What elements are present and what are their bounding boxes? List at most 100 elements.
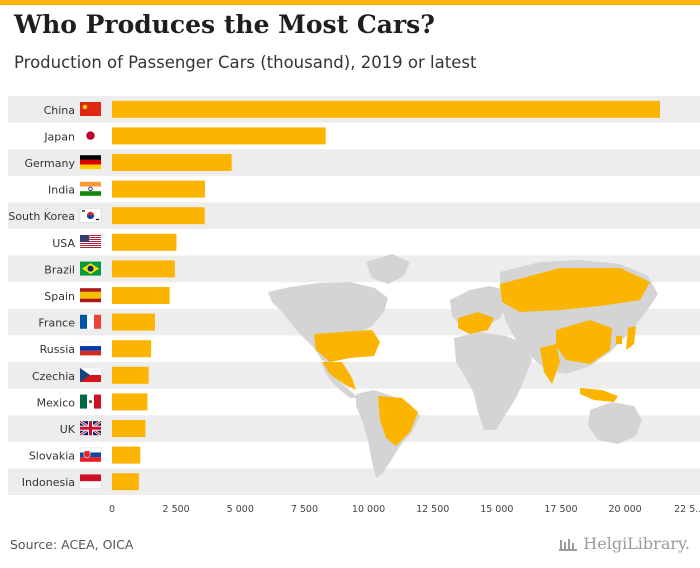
bar: [112, 180, 205, 198]
map-highlight-brazil: [378, 396, 418, 446]
x-tick-label: 5 000: [227, 504, 254, 515]
x-tick-label: 12 500: [416, 504, 449, 515]
bar: [112, 287, 170, 304]
flag-stripe: [80, 155, 101, 160]
flag-stripe: [80, 245, 101, 246]
flag-chakra: [88, 186, 93, 191]
flag-stripe: [80, 241, 101, 242]
flag-stripe: [79, 447, 102, 453]
flag-stripe: [94, 314, 101, 329]
flag-shield: [83, 450, 91, 459]
flag-stripe: [80, 291, 101, 299]
flag-disc: [86, 215, 95, 219]
flag-icons: [79, 102, 102, 489]
flag-stripe: [80, 346, 101, 351]
flag-stripe: [80, 159, 101, 165]
bar: [112, 260, 175, 278]
x-tick-label: 7 500: [291, 504, 318, 515]
bar: [112, 154, 232, 171]
category-label: USA: [52, 237, 75, 250]
flag-stripe: [80, 457, 101, 462]
map-australia: [588, 402, 642, 444]
category-label: China: [44, 104, 75, 117]
map-north-america: [268, 282, 388, 364]
flag-spain-icon: [80, 288, 101, 303]
bar: [112, 127, 326, 145]
category-label: Spain: [44, 290, 75, 303]
flag-japan-icon: [80, 128, 101, 143]
bar: [112, 366, 149, 384]
bar: [112, 393, 148, 411]
category-label: India: [48, 184, 75, 197]
bar: [112, 473, 139, 491]
bar: [112, 446, 141, 464]
x-tick-label: 22 5...: [674, 504, 700, 515]
chart-subtitle: Production of Passenger Cars (thousand),…: [14, 53, 477, 72]
category-label: Czechia: [32, 370, 75, 383]
producing-countries-highlight: [314, 268, 650, 446]
x-tick-label: 17 500: [544, 504, 577, 515]
flag-stripe: [80, 239, 101, 240]
category-label: South Korea: [8, 210, 75, 223]
flag-triangle: [80, 368, 90, 382]
flag-stripe: [80, 247, 101, 248]
x-tick-label: 0: [109, 504, 115, 515]
flag-stripe: [80, 350, 101, 356]
bar: [112, 100, 660, 118]
flag-cross: [80, 426, 101, 430]
flag-stripe: [80, 394, 87, 409]
flag-stripe: [79, 341, 102, 347]
bars-group: [112, 100, 660, 491]
category-label: Brazil: [44, 263, 75, 276]
flag-stripe: [80, 243, 101, 244]
bar-chart: China Japan Germany India South Korea USA Braz…: [8, 96, 700, 515]
bar: [112, 340, 152, 358]
category-label: Mexico: [37, 396, 76, 409]
flag-germany-icon: [80, 155, 101, 170]
map-highlight-indonesia: [580, 388, 618, 402]
flag-field: [80, 102, 101, 116]
x-tick-label: 2 500: [163, 504, 190, 515]
row-band: [8, 149, 700, 176]
map-highlight-japan: [626, 326, 636, 350]
flag-globe: [87, 265, 94, 272]
chart-title: Who Produces the Most Cars?: [14, 10, 435, 39]
category-label: Japan: [43, 130, 75, 143]
flag-emblem: [88, 400, 93, 404]
bar: [112, 233, 177, 251]
flag-uk-icon: [79, 420, 102, 437]
flag-stripe: [80, 181, 101, 187]
brand-logo: HelgiLibrary.: [558, 534, 690, 553]
flag-usa-icon: [80, 235, 101, 249]
flag-stripe: [80, 314, 87, 329]
source-note: Source: ACEA, OICA: [10, 537, 134, 552]
library-logo-icon: [559, 538, 578, 551]
flag-stripe: [79, 481, 102, 489]
category-label: Slovakia: [29, 450, 75, 463]
x-axis-ticks: 0 2 500 5 000 7 500 10 000 12 500 15 000 17 500…: [109, 504, 700, 515]
flag-slovakia-icon: [79, 447, 102, 462]
flag-stripe: [80, 164, 101, 170]
flag-stripe: [80, 237, 101, 238]
flag-brazil-icon: [80, 261, 101, 276]
flag-canton: [80, 235, 89, 242]
flag-south-korea-icon: [79, 208, 102, 223]
flag-trigram: [82, 210, 85, 212]
x-tick-label: 15 000: [480, 504, 513, 515]
map-highlight-usa: [314, 330, 380, 362]
row-band: [8, 468, 700, 495]
flag-stripe: [94, 394, 101, 409]
category-label: Indonesia: [22, 476, 75, 489]
map-greenland: [366, 254, 410, 284]
map-highlight-india: [540, 344, 560, 384]
map-highlight-russia: [500, 268, 650, 312]
bar: [112, 420, 146, 437]
flag-stripe: [80, 375, 101, 382]
map-highlight-mexico: [322, 362, 356, 390]
flag-stripe: [80, 186, 101, 192]
flag-trigram: [96, 218, 99, 221]
map-highlight-china: [556, 320, 612, 364]
category-label: Germany: [24, 157, 75, 170]
category-label: France: [38, 317, 75, 330]
flag-stripe: [80, 191, 101, 196]
